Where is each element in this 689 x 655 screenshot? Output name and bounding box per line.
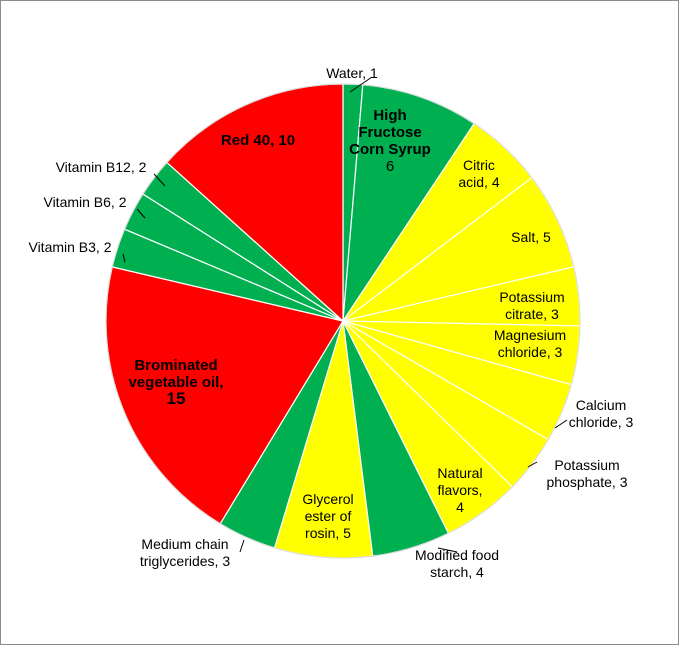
slice-label-potassium-citrate: Potassium citrate, 3 — [499, 289, 564, 322]
leader-line — [349, 76, 373, 93]
slice-label-vitamin-b6: Vitamin B6, 2 — [43, 194, 126, 210]
slice-label-high-fructose-corn-syrup: High Fructose Corn Syrup 6 — [349, 107, 431, 175]
slice-labels: Water, 1 High Fructose Corn Syrup 6 Citric aci… — [28, 65, 633, 580]
leader-line — [239, 539, 245, 553]
slice-label-natural-flavors: Natural flavors, 4 — [437, 465, 482, 515]
slice-label-vitamin-b3: Vitamin B3, 2 — [28, 239, 111, 255]
leader-line — [122, 253, 126, 263]
slice-label-glycerol-ester-of-rosin: Glycerol ester of rosin, 5 — [302, 491, 353, 541]
pie-outline — [105, 83, 581, 559]
slice-label-red-40: Red 40, 10 — [221, 132, 295, 149]
leader-line — [554, 419, 568, 429]
pie-slices — [105, 83, 581, 559]
leader-line — [527, 461, 538, 468]
slice-label-modified-food-starch: Modified food starch, 4 — [415, 547, 499, 580]
slice-label-calcium-chloride: Calcium chloride, 3 — [569, 397, 634, 430]
leader-line — [153, 173, 166, 187]
leader-line — [136, 208, 146, 219]
slice-label-medium-chain-triglycerides: Medium chain triglycerides, 3 — [140, 536, 230, 569]
slice-label-vitamin-b12: Vitamin B12, 2 — [56, 159, 147, 175]
slice-label-salt: Salt, 5 — [511, 229, 551, 245]
leader-line — [437, 547, 458, 553]
slice-label-citric-acid: Citric acid, 4 — [458, 157, 499, 190]
slice-label-brominated-vegetable-oil: Brominated vegetable oil, 15 — [128, 357, 223, 408]
slice-label-potassium-phosphate: Potassium phosphate, 3 — [547, 457, 628, 490]
slice-label-magnesium-chloride: Magnesium chloride, 3 — [494, 327, 566, 360]
slice-label-water: Water, 1 — [326, 65, 378, 81]
leader-lines — [122, 76, 568, 553]
